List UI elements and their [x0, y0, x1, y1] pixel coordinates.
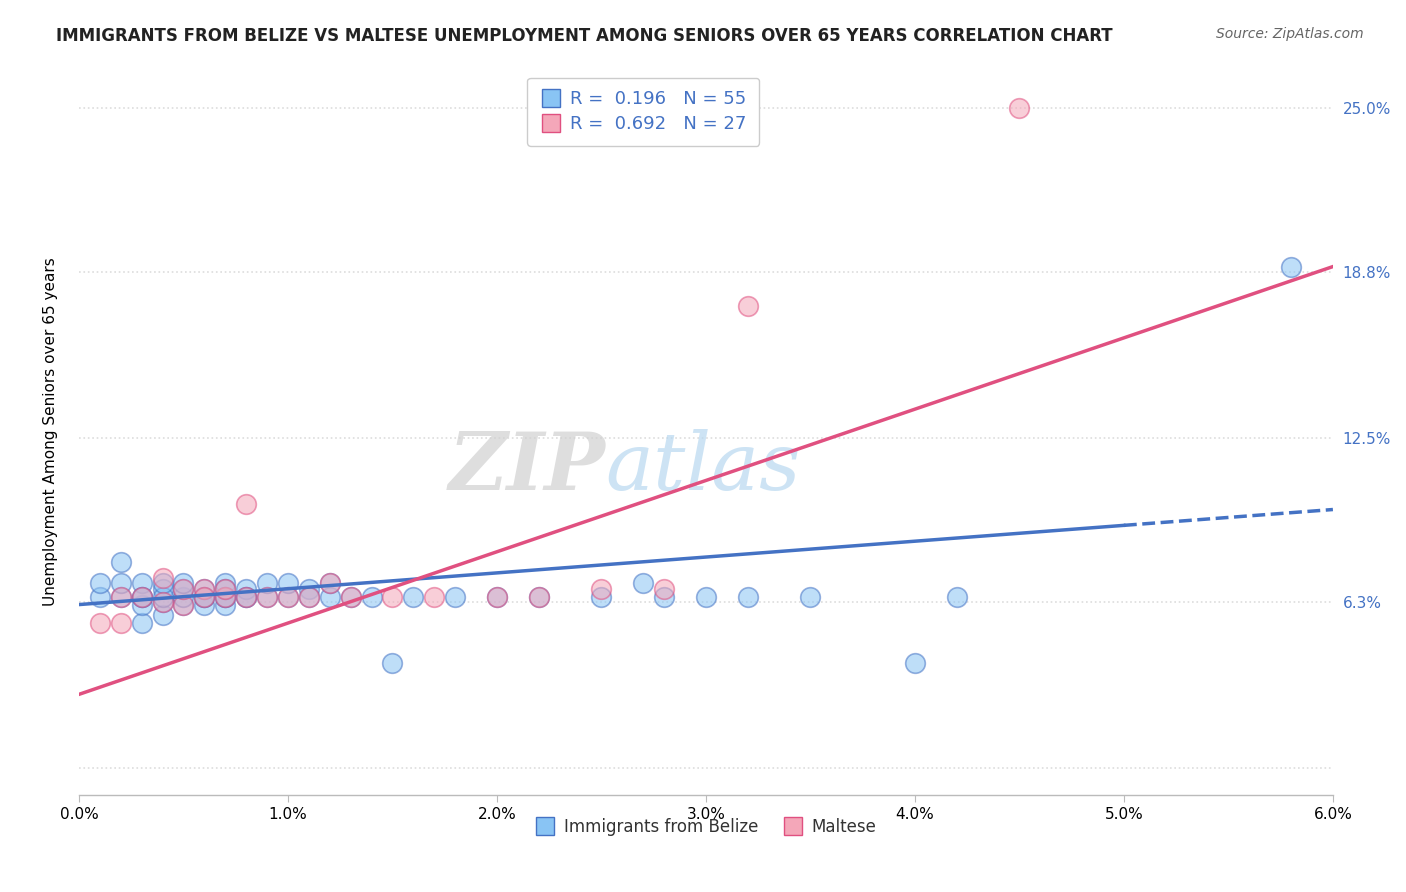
Point — [131, 576, 153, 591]
Point — [89, 616, 111, 631]
Point — [945, 590, 967, 604]
Point — [235, 590, 257, 604]
Point — [277, 590, 299, 604]
Point — [214, 590, 236, 604]
Point — [172, 582, 194, 596]
Point — [319, 590, 342, 604]
Point — [152, 571, 174, 585]
Point — [277, 590, 299, 604]
Point — [214, 576, 236, 591]
Point — [214, 598, 236, 612]
Point — [319, 576, 342, 591]
Point — [131, 590, 153, 604]
Point — [193, 598, 215, 612]
Point — [214, 582, 236, 596]
Point — [298, 590, 321, 604]
Point — [110, 576, 132, 591]
Legend: Immigrants from Belize, Maltese: Immigrants from Belize, Maltese — [527, 810, 884, 845]
Point — [131, 590, 153, 604]
Point — [444, 590, 467, 604]
Point — [110, 590, 132, 604]
Point — [214, 590, 236, 604]
Point — [172, 576, 194, 591]
Point — [402, 590, 425, 604]
Point — [737, 590, 759, 604]
Point — [193, 590, 215, 604]
Point — [110, 555, 132, 569]
Point — [360, 590, 382, 604]
Point — [131, 598, 153, 612]
Point — [110, 616, 132, 631]
Point — [904, 656, 927, 670]
Point — [235, 582, 257, 596]
Point — [89, 590, 111, 604]
Point — [485, 590, 508, 604]
Point — [131, 616, 153, 631]
Point — [235, 497, 257, 511]
Point — [527, 590, 550, 604]
Point — [152, 590, 174, 604]
Text: ZIP: ZIP — [449, 429, 606, 507]
Point — [193, 590, 215, 604]
Point — [256, 576, 278, 591]
Point — [214, 582, 236, 596]
Point — [799, 590, 821, 604]
Point — [235, 590, 257, 604]
Point — [235, 590, 257, 604]
Point — [131, 590, 153, 604]
Point — [193, 582, 215, 596]
Point — [172, 590, 194, 604]
Point — [423, 590, 446, 604]
Point — [1008, 101, 1031, 115]
Point — [256, 590, 278, 604]
Point — [298, 582, 321, 596]
Point — [89, 576, 111, 591]
Point — [256, 590, 278, 604]
Point — [152, 576, 174, 591]
Y-axis label: Unemployment Among Seniors over 65 years: Unemployment Among Seniors over 65 years — [44, 257, 58, 606]
Point — [695, 590, 717, 604]
Point — [631, 576, 654, 591]
Point — [152, 595, 174, 609]
Point — [152, 608, 174, 623]
Point — [193, 582, 215, 596]
Point — [172, 598, 194, 612]
Point — [485, 590, 508, 604]
Point — [591, 590, 613, 604]
Text: Source: ZipAtlas.com: Source: ZipAtlas.com — [1216, 27, 1364, 41]
Point — [277, 576, 299, 591]
Point — [652, 582, 675, 596]
Point — [339, 590, 361, 604]
Point — [1279, 260, 1302, 274]
Point — [339, 590, 361, 604]
Point — [152, 582, 174, 596]
Point — [591, 582, 613, 596]
Point — [214, 590, 236, 604]
Point — [652, 590, 675, 604]
Point — [172, 582, 194, 596]
Point — [381, 656, 404, 670]
Point — [298, 590, 321, 604]
Point — [319, 576, 342, 591]
Point — [737, 299, 759, 313]
Point — [110, 590, 132, 604]
Text: IMMIGRANTS FROM BELIZE VS MALTESE UNEMPLOYMENT AMONG SENIORS OVER 65 YEARS CORRE: IMMIGRANTS FROM BELIZE VS MALTESE UNEMPL… — [56, 27, 1114, 45]
Point — [152, 595, 174, 609]
Point — [172, 598, 194, 612]
Text: atlas: atlas — [606, 429, 801, 507]
Point — [381, 590, 404, 604]
Point — [527, 590, 550, 604]
Point — [193, 590, 215, 604]
